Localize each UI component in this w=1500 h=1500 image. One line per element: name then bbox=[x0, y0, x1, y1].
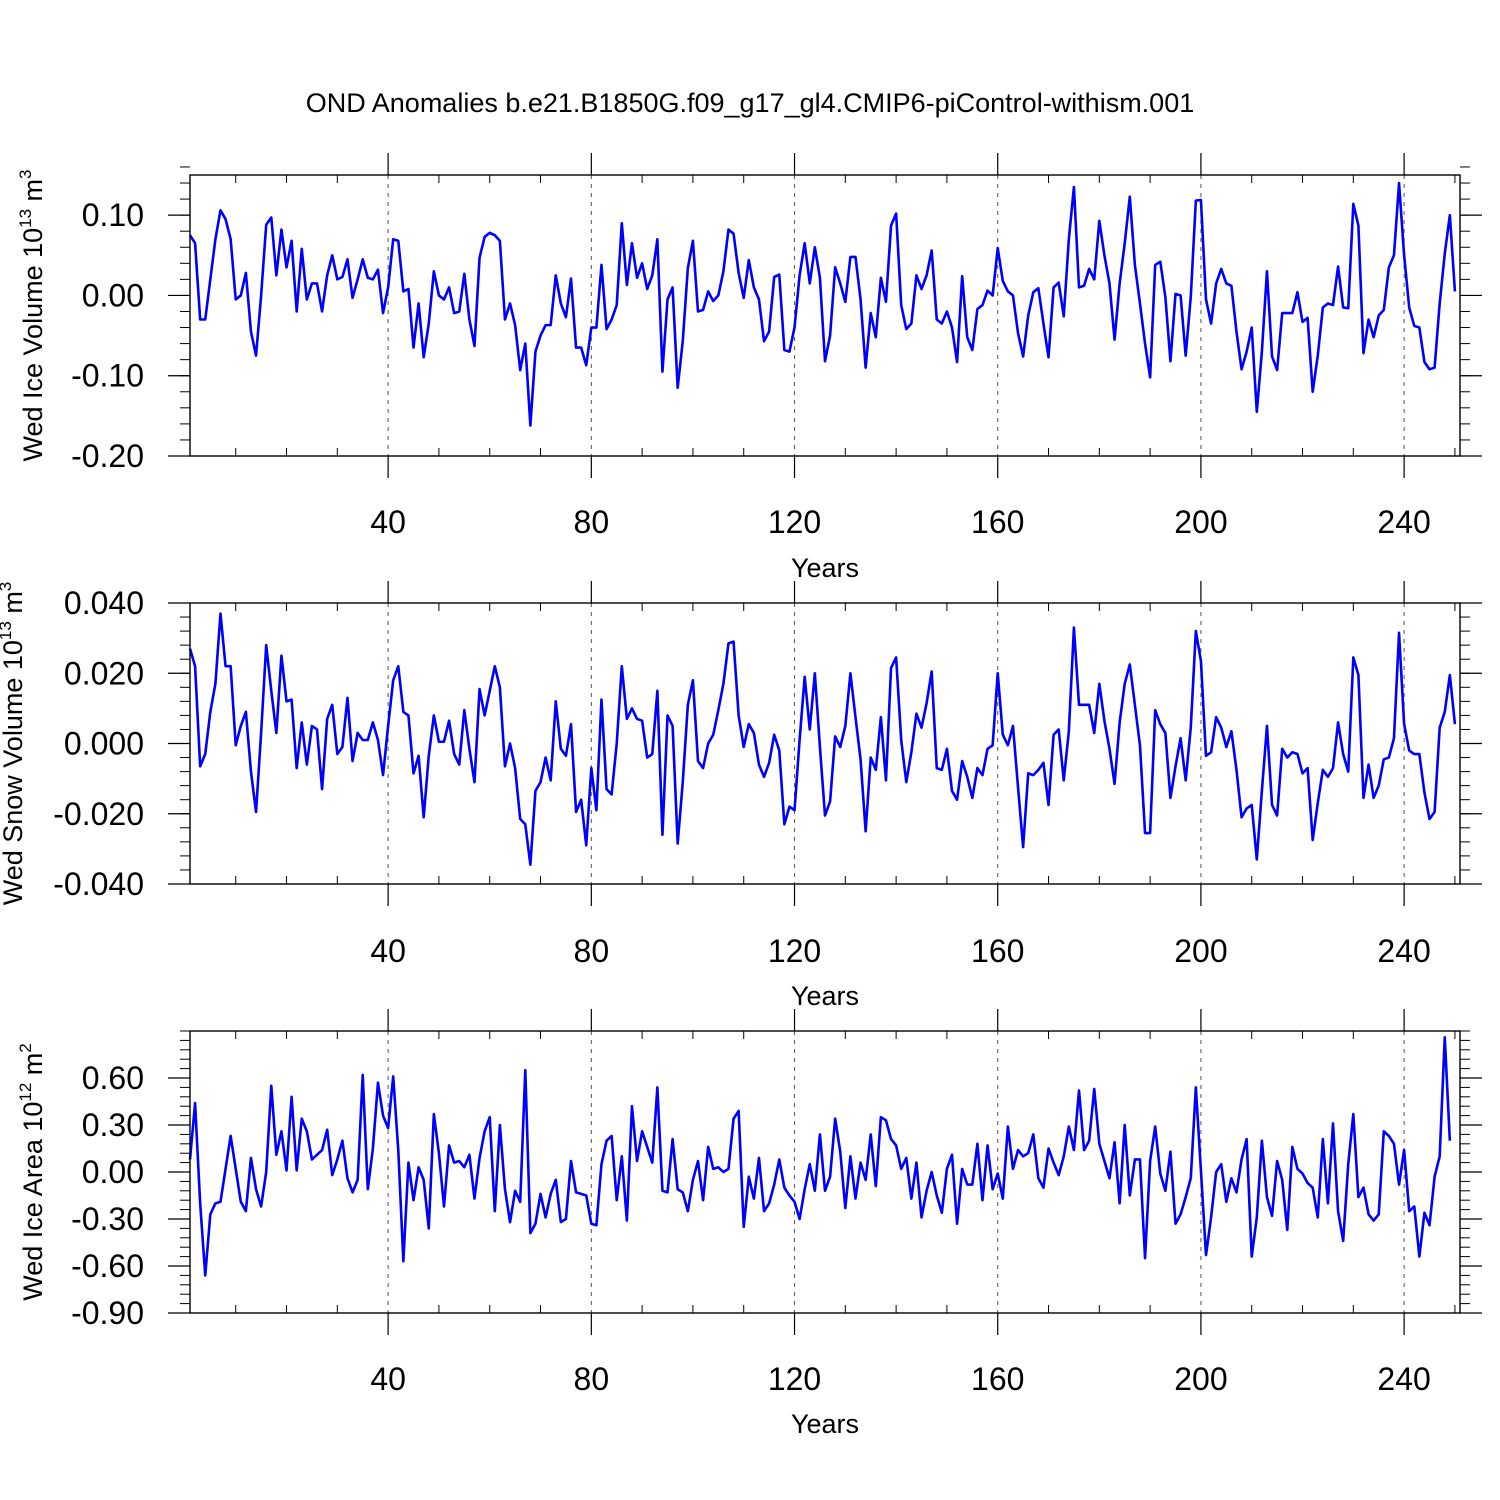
x-axis-label: Years bbox=[791, 1409, 859, 1439]
x-axis-label: Years bbox=[791, 553, 859, 583]
y-tick-label: 0.00 bbox=[82, 1154, 144, 1190]
chart-title: OND Anomalies b.e21.B1850G.f09_g17_gl4.C… bbox=[306, 88, 1194, 118]
plot-frame bbox=[189, 174, 1461, 457]
x-tick-label: 240 bbox=[1377, 1361, 1430, 1397]
x-tick-label: 120 bbox=[768, 504, 821, 540]
x-tick-label: 80 bbox=[574, 504, 610, 540]
x-tick-label: 40 bbox=[370, 933, 406, 969]
data-series-line bbox=[188, 181, 1457, 427]
y-tick-label: -0.10 bbox=[71, 358, 144, 394]
x-tick-label: 40 bbox=[370, 1361, 406, 1397]
x-tick-label: 200 bbox=[1174, 933, 1227, 969]
plot-frame bbox=[189, 1030, 1461, 1314]
x-tick-label: 160 bbox=[971, 1361, 1024, 1397]
y-tick-label: -0.60 bbox=[71, 1248, 144, 1284]
data-series-line bbox=[188, 612, 1457, 866]
x-tick-label: 80 bbox=[574, 933, 610, 969]
y-axis-label: Wed Snow Volume 1013 m3 bbox=[0, 582, 28, 906]
x-tick-label: 120 bbox=[768, 1361, 821, 1397]
y-tick-label: 0.00 bbox=[82, 277, 144, 313]
x-tick-label: 80 bbox=[574, 1361, 610, 1397]
y-tick-label: 0.020 bbox=[64, 655, 144, 691]
x-tick-label: 40 bbox=[370, 504, 406, 540]
x-tick-label: 240 bbox=[1377, 933, 1430, 969]
panel-2: 40 80 120 160 200 240 -0.040 -0.020 0.000 0.020 0.… bbox=[0, 581, 1482, 1011]
x-tick-label: 200 bbox=[1174, 504, 1227, 540]
y-tick-label: -0.020 bbox=[53, 796, 144, 832]
x-tick-label: 200 bbox=[1174, 1361, 1227, 1397]
data-series-line bbox=[188, 1035, 1452, 1277]
y-tick-label: 0.000 bbox=[64, 726, 144, 762]
x-tick-label: 120 bbox=[768, 933, 821, 969]
panel-3: 40 80 120 160 200 240 -0.90 -0.60 -0.30 0.00 0.30 0… bbox=[16, 1009, 1482, 1439]
x-axis-label: Years bbox=[791, 981, 859, 1011]
y-tick-label: 0.30 bbox=[82, 1107, 144, 1143]
panel-1: 40 80 120 160 200 240 -0.20 -0.10 0.00 0.10 Years W… bbox=[16, 153, 1482, 583]
y-tick-label: 0.60 bbox=[82, 1060, 144, 1096]
y-tick-label: -0.20 bbox=[71, 438, 144, 474]
x-tick-label: 160 bbox=[971, 933, 1024, 969]
y-tick-label: 0.10 bbox=[82, 197, 144, 233]
plot-frame bbox=[189, 602, 1461, 885]
y-axis-label: Wed Ice Area 1012 m2 bbox=[16, 1043, 48, 1301]
y-tick-label: -0.90 bbox=[71, 1295, 144, 1331]
y-axis-label: Wed Ice Volume 1013 m3 bbox=[16, 169, 48, 461]
y-tick-label: -0.040 bbox=[53, 866, 144, 902]
x-tick-label: 240 bbox=[1377, 504, 1430, 540]
y-tick-label: -0.30 bbox=[71, 1201, 144, 1237]
y-tick-label: 0.040 bbox=[64, 585, 144, 621]
x-tick-label: 160 bbox=[971, 504, 1024, 540]
